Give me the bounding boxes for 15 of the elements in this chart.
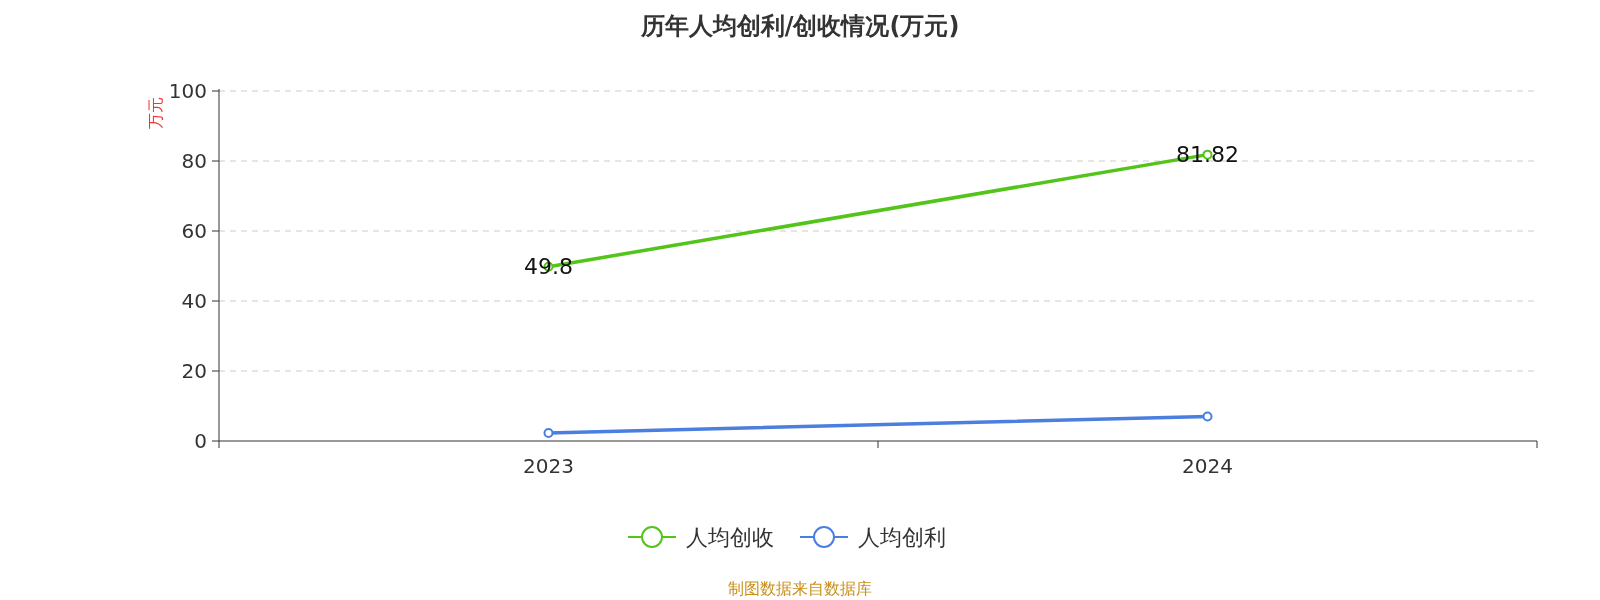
chart-title: 历年人均创利/创收情况(万元) (639, 12, 960, 40)
x-tick-label: 2023 (523, 454, 574, 478)
point (543, 427, 554, 438)
y-tick-label: 80 (181, 149, 207, 173)
y-tick-label: 20 (181, 359, 207, 383)
y-tick-label: 60 (181, 219, 207, 243)
legend-label: 人均创利 (858, 525, 946, 550)
text: 制图数据来自数据库 (728, 579, 872, 598)
y-tick-label: 0 (194, 429, 207, 453)
x-tick-label: 2024 (1182, 454, 1233, 478)
point (1202, 411, 1213, 422)
y-tick-label: 40 (181, 289, 207, 313)
legend-label: 人均创收 (686, 525, 774, 550)
y-tick-label: 100 (168, 79, 207, 103)
y-axis-title: 万元 (146, 97, 165, 129)
